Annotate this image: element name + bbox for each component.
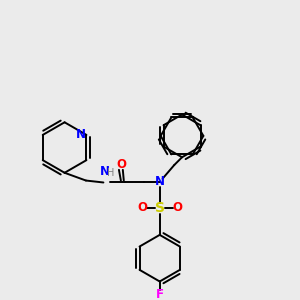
Text: S: S: [155, 201, 165, 215]
Text: F: F: [156, 288, 164, 300]
Text: N: N: [76, 128, 85, 141]
Text: H: H: [106, 168, 114, 178]
Text: O: O: [172, 201, 182, 214]
Text: N: N: [155, 175, 165, 188]
Text: N: N: [99, 165, 110, 178]
Text: O: O: [137, 201, 147, 214]
Text: O: O: [116, 158, 126, 170]
